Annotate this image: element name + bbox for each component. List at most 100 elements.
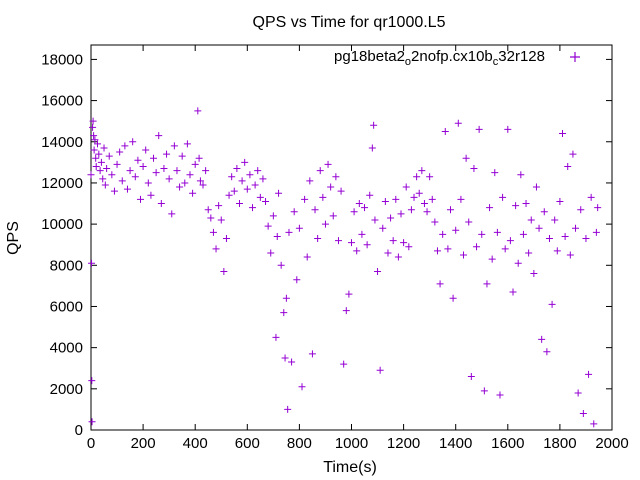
data-point bbox=[594, 204, 602, 212]
data-point bbox=[433, 247, 441, 255]
data-point bbox=[131, 173, 139, 181]
data-point bbox=[486, 204, 494, 212]
data-point bbox=[202, 167, 210, 175]
data-point bbox=[428, 195, 436, 203]
data-point bbox=[564, 162, 572, 170]
data-point bbox=[259, 175, 267, 183]
data-point bbox=[358, 230, 366, 238]
data-point bbox=[96, 167, 104, 175]
data-point bbox=[281, 354, 289, 362]
data-point bbox=[374, 267, 382, 275]
data-point bbox=[110, 187, 118, 195]
data-point bbox=[262, 197, 270, 205]
data-point bbox=[220, 267, 228, 275]
data-point bbox=[361, 204, 369, 212]
data-point bbox=[350, 208, 358, 216]
data-point bbox=[134, 156, 142, 164]
x-tick-label: 1800 bbox=[543, 435, 576, 452]
data-point bbox=[449, 294, 457, 302]
x-tick-label: 1400 bbox=[439, 435, 472, 452]
data-point bbox=[121, 142, 129, 150]
data-point bbox=[400, 239, 408, 247]
data-point bbox=[413, 173, 421, 181]
data-point bbox=[88, 259, 96, 267]
data-point bbox=[478, 230, 486, 238]
data-point bbox=[165, 175, 173, 183]
data-point bbox=[384, 249, 392, 257]
data-point bbox=[108, 171, 116, 179]
data-point bbox=[233, 165, 241, 173]
y-tick-label: 8000 bbox=[50, 257, 83, 274]
data-point bbox=[348, 239, 355, 247]
data-point bbox=[355, 200, 363, 208]
data-point bbox=[298, 383, 306, 391]
data-point bbox=[118, 177, 126, 185]
data-point bbox=[582, 235, 590, 243]
data-point bbox=[116, 148, 124, 156]
data-point bbox=[397, 210, 405, 218]
data-point bbox=[308, 350, 316, 358]
data-point bbox=[499, 193, 507, 201]
data-point bbox=[366, 191, 374, 199]
data-point bbox=[88, 418, 96, 426]
data-point bbox=[327, 183, 335, 191]
data-point bbox=[186, 171, 194, 179]
data-point bbox=[136, 195, 144, 203]
data-point bbox=[243, 185, 251, 193]
data-point bbox=[517, 171, 525, 179]
data-point bbox=[88, 377, 96, 385]
data-point bbox=[488, 255, 496, 263]
data-point bbox=[144, 179, 152, 187]
data-point bbox=[452, 226, 460, 234]
data-point bbox=[94, 140, 102, 148]
data-point bbox=[535, 224, 543, 232]
y-tick-label: 16000 bbox=[41, 93, 83, 110]
data-point bbox=[551, 216, 559, 224]
data-point bbox=[89, 117, 97, 125]
data-point bbox=[572, 224, 580, 232]
data-point bbox=[87, 171, 95, 179]
data-point bbox=[306, 177, 314, 185]
data-point bbox=[579, 410, 587, 418]
y-tick-label: 6000 bbox=[50, 298, 83, 315]
data-point bbox=[95, 150, 103, 158]
data-point bbox=[170, 142, 178, 150]
data-point bbox=[207, 214, 215, 222]
data-point bbox=[381, 197, 389, 205]
data-point bbox=[514, 259, 522, 267]
data-point bbox=[525, 249, 533, 257]
data-point bbox=[256, 193, 264, 201]
data-point bbox=[199, 181, 207, 189]
data-point bbox=[204, 206, 212, 214]
data-point bbox=[90, 132, 98, 140]
data-point bbox=[150, 154, 158, 162]
data-point bbox=[340, 360, 348, 368]
data-point bbox=[553, 247, 561, 255]
data-point bbox=[376, 366, 384, 374]
data-point bbox=[189, 189, 197, 197]
data-point bbox=[342, 307, 350, 315]
data-point bbox=[470, 165, 478, 173]
data-point bbox=[540, 208, 548, 216]
data-point bbox=[334, 237, 342, 245]
data-point bbox=[290, 208, 298, 216]
data-point bbox=[426, 173, 434, 181]
data-point bbox=[92, 154, 100, 162]
data-point bbox=[314, 235, 322, 243]
data-point bbox=[337, 187, 345, 195]
data-point bbox=[222, 235, 230, 243]
data-point bbox=[163, 150, 171, 158]
data-point bbox=[285, 228, 293, 236]
data-point bbox=[569, 150, 577, 158]
data-point bbox=[512, 202, 520, 210]
data-point bbox=[585, 370, 593, 378]
data-point bbox=[431, 218, 439, 226]
data-point bbox=[324, 160, 332, 168]
y-tick-label: 4000 bbox=[50, 340, 83, 357]
data-point bbox=[105, 152, 113, 160]
data-point bbox=[225, 191, 233, 199]
x-tick-label: 800 bbox=[287, 435, 312, 452]
data-point bbox=[217, 216, 225, 224]
data-point bbox=[444, 245, 452, 253]
data-point bbox=[592, 228, 600, 236]
